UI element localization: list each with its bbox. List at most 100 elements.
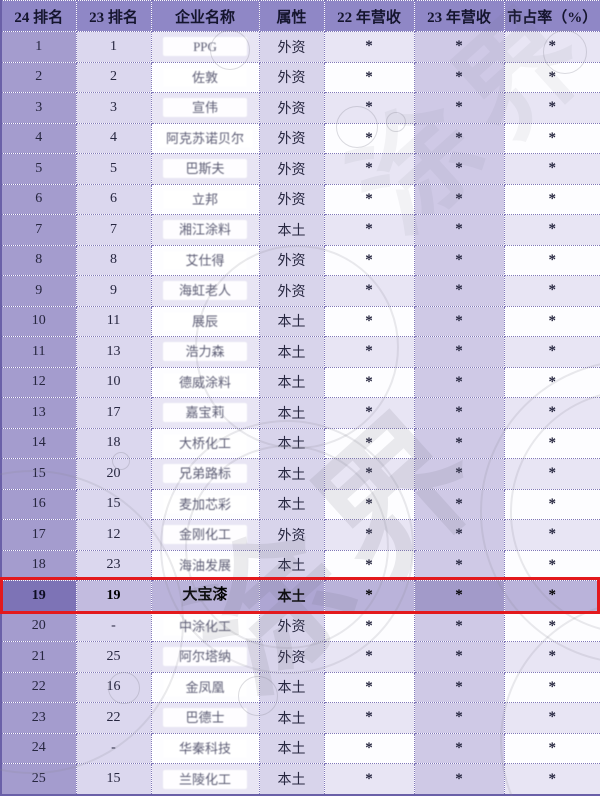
company-name-label: 浩力森 <box>163 342 247 362</box>
cell-rank23: 7 <box>75 214 152 246</box>
cell-company-name: 兰陵化工 <box>150 763 260 796</box>
cell-rank24: 16 <box>0 488 77 520</box>
cell-rank23: 15 <box>75 488 152 520</box>
header-row: 24 排名 23 排名 企业名称 属性 22 年营收 23 年营收 市占率（%） <box>0 0 600 32</box>
cell-revenue-23: * <box>413 519 505 551</box>
company-name-label: 展辰 <box>163 311 247 331</box>
cell-rank24: 18 <box>0 549 77 581</box>
cell-company-name: 兄弟路标 <box>150 458 260 490</box>
cell-revenue-22: * <box>323 183 415 215</box>
table-row: 15 20 兄弟路标 本土 * * * <box>0 458 600 490</box>
cell-revenue-23: * <box>413 427 505 459</box>
cell-revenue-23: * <box>413 580 505 612</box>
table-row: 16 15 麦加芯彩 本土 * * * <box>0 488 600 520</box>
cell-market-share: * <box>503 519 600 551</box>
cell-market-share: * <box>503 305 600 337</box>
cell-company-name: 阿尔塔纳 <box>150 641 260 673</box>
cell-rank24: 4 <box>0 122 77 154</box>
table-row: 19 19 大宝漆 本土 * * * <box>0 580 600 612</box>
company-name-label: 华秦科技 <box>163 738 247 758</box>
company-name-label: 金刚化工 <box>163 525 247 545</box>
cell-rank23: 1 <box>75 31 152 63</box>
cell-market-share: * <box>503 732 600 764</box>
cell-attribute: 外资 <box>258 519 325 551</box>
cell-rank24: 10 <box>0 305 77 337</box>
cell-revenue-22: * <box>323 214 415 246</box>
cell-company-name: 湘江涂料 <box>150 214 260 246</box>
company-name-label: 兰陵化工 <box>163 769 247 789</box>
cell-rank24: 24 <box>0 732 77 764</box>
cell-market-share: * <box>503 610 600 642</box>
company-name-label: 德威涂料 <box>163 372 247 392</box>
cell-rank23: 2 <box>75 61 152 93</box>
cell-company-name: 艾仕得 <box>150 244 260 276</box>
cell-rank24: 23 <box>0 702 77 734</box>
cell-revenue-22: * <box>323 61 415 93</box>
cell-rank24: 13 <box>0 397 77 429</box>
cell-market-share: * <box>503 183 600 215</box>
cell-company-name: 大桥化工 <box>150 427 260 459</box>
table-row: 22 16 金凤凰 本土 * * * <box>0 671 600 703</box>
company-name-label: 宣伟 <box>163 98 247 118</box>
cell-rank24: 12 <box>0 366 77 398</box>
cell-company-name: 大宝漆 <box>150 580 260 612</box>
cell-revenue-22: * <box>323 122 415 154</box>
cell-market-share: * <box>503 671 600 703</box>
cell-attribute: 本土 <box>258 732 325 764</box>
table-row: 9 9 海虹老人 外资 * * * <box>0 275 600 307</box>
cell-rank24: 9 <box>0 275 77 307</box>
cell-revenue-22: * <box>323 763 415 796</box>
table-row: 20 - 中涂化工 外资 * * * <box>0 610 600 642</box>
cell-revenue-23: * <box>413 122 505 154</box>
cell-market-share: * <box>503 122 600 154</box>
company-name-label: 阿克苏诺贝尔 <box>156 128 253 148</box>
cell-attribute: 本土 <box>258 366 325 398</box>
cell-attribute: 外资 <box>258 31 325 63</box>
cell-attribute: 本土 <box>258 580 325 612</box>
cell-attribute: 外资 <box>258 610 325 642</box>
cell-company-name: 中涂化工 <box>150 610 260 642</box>
cell-revenue-22: * <box>323 702 415 734</box>
company-name-label: 巴斯夫 <box>163 159 247 179</box>
table-row: 12 10 德威涂料 本土 * * * <box>0 366 600 398</box>
cell-rank23: 19 <box>75 580 152 612</box>
cell-revenue-23: * <box>413 336 505 368</box>
cell-rank24: 5 <box>0 153 77 185</box>
company-name-label: 阿尔塔纳 <box>163 647 247 667</box>
cell-company-name: 金凤凰 <box>150 671 260 703</box>
cell-rank23: 6 <box>75 183 152 215</box>
cell-revenue-23: * <box>413 671 505 703</box>
cell-attribute: 外资 <box>258 275 325 307</box>
cell-rank24: 7 <box>0 214 77 246</box>
table-row: 4 4 阿克苏诺贝尔 外资 * * * <box>0 122 600 154</box>
cell-revenue-23: * <box>413 397 505 429</box>
table-row: 1 1 PPG 外资 * * * <box>0 31 600 63</box>
cell-market-share: * <box>503 214 600 246</box>
cell-market-share: * <box>503 763 600 796</box>
cell-rank23: 25 <box>75 641 152 673</box>
cell-rank24: 19 <box>0 580 77 612</box>
cell-company-name: 嘉宝莉 <box>150 397 260 429</box>
table-row: 7 7 湘江涂料 本土 * * * <box>0 214 600 246</box>
cell-revenue-22: * <box>323 458 415 490</box>
cell-company-name: 浩力森 <box>150 336 260 368</box>
cell-market-share: * <box>503 244 600 276</box>
cell-revenue-23: * <box>413 458 505 490</box>
cell-attribute: 外资 <box>258 122 325 154</box>
cell-revenue-22: * <box>323 732 415 764</box>
cell-company-name: 展辰 <box>150 305 260 337</box>
cell-market-share: * <box>503 549 600 581</box>
company-name-label: 佐敦 <box>163 67 247 87</box>
cell-revenue-22: * <box>323 427 415 459</box>
cell-market-share: * <box>503 31 600 63</box>
cell-market-share: * <box>503 153 600 185</box>
table-row: 24 - 华秦科技 本土 * * * <box>0 732 600 764</box>
cell-rank23: 9 <box>75 275 152 307</box>
cell-attribute: 本土 <box>258 305 325 337</box>
cell-rank23: 15 <box>75 763 152 796</box>
cell-market-share: * <box>503 580 600 612</box>
column-header-market-share: 市占率（%） <box>503 0 600 32</box>
cell-rank24: 17 <box>0 519 77 551</box>
